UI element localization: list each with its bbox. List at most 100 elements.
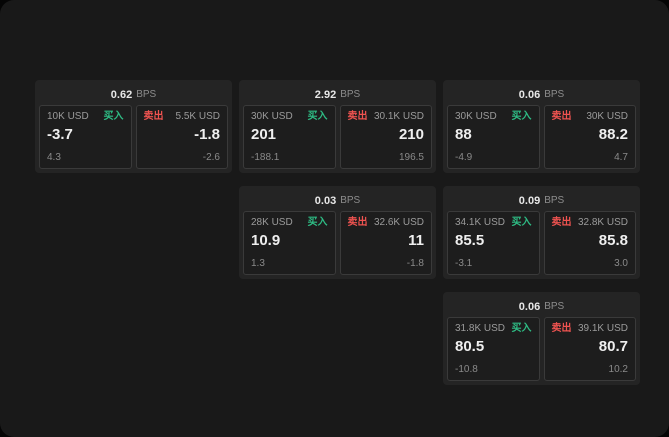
- buy-size-label: 30K USD: [251, 111, 293, 122]
- buy-size-label: 10K USD: [47, 111, 89, 122]
- buy-size-label: 28K USD: [251, 217, 293, 228]
- buy-price: 10.9: [251, 232, 281, 249]
- bps-unit: BPS: [544, 301, 565, 312]
- spread-card-grid: 0.62 BPS 10K USD 买入 -3.7 4.3 卖出 5.5K USD: [35, 80, 640, 385]
- sell-size-label: 32.8K USD: [577, 217, 628, 228]
- sell-tag: 卖出: [551, 217, 572, 228]
- spread-card: 0.62 BPS 10K USD 买入 -3.7 4.3 卖出 5.5K USD: [35, 80, 232, 173]
- sell-price: 88.2: [598, 126, 628, 143]
- buy-size-label: 31.8K USD: [455, 323, 506, 334]
- bps-value: 0.09: [518, 194, 541, 207]
- sell-size-label: 39.1K USD: [577, 323, 628, 334]
- buy-panel[interactable]: 28K USD 买入 10.9 1.3: [243, 211, 336, 275]
- sell-delta: -2.6: [202, 152, 220, 163]
- sell-panel-top: 卖出 39.1K USD: [552, 323, 629, 335]
- sell-panel-top: 卖出 30.1K USD: [348, 111, 425, 123]
- sell-panel-top: 卖出 30K USD: [552, 111, 629, 123]
- bps-header: 0.03 BPS: [243, 190, 432, 211]
- buy-size-label: 30K USD: [455, 111, 497, 122]
- sell-price: -1.8: [194, 126, 220, 143]
- sell-price: 80.7: [598, 338, 628, 355]
- buy-tag: 买入: [511, 217, 532, 228]
- sell-delta: 196.5: [398, 152, 424, 163]
- quote-panels: 30K USD 买入 201 -188.1 卖出 30.1K USD 210 1…: [243, 105, 432, 169]
- buy-delta: -4.9: [455, 152, 473, 163]
- bps-unit: BPS: [340, 89, 361, 100]
- buy-tag: 买入: [511, 323, 532, 334]
- buy-panel-top: 34.1K USD 买入: [455, 217, 532, 229]
- sell-price: 85.8: [598, 232, 628, 249]
- sell-delta: 10.2: [608, 364, 628, 375]
- sell-tag: 卖出: [551, 323, 572, 334]
- sell-tag: 卖出: [347, 111, 368, 122]
- buy-panel[interactable]: 31.8K USD 买入 80.5 -10.8: [447, 317, 540, 381]
- sell-price: 11: [408, 232, 424, 249]
- bps-value: 0.06: [518, 300, 541, 313]
- buy-tag: 买入: [103, 111, 124, 122]
- buy-delta: -10.8: [455, 364, 478, 375]
- sell-panel[interactable]: 卖出 32.6K USD 11 -1.8: [339, 211, 432, 275]
- sell-size-label: 30.1K USD: [373, 111, 424, 122]
- sell-size-label: 30K USD: [586, 111, 628, 122]
- buy-size-label: 34.1K USD: [455, 217, 506, 228]
- spread-card: 0.03 BPS 28K USD 买入 10.9 1.3 卖出 32.6K US…: [239, 186, 436, 279]
- buy-panel[interactable]: 34.1K USD 买入 85.5 -3.1: [447, 211, 540, 275]
- buy-panel-top: 30K USD 买入: [455, 111, 532, 123]
- bps-unit: BPS: [340, 195, 361, 206]
- spread-card: 2.92 BPS 30K USD 买入 201 -188.1 卖出 30.1K …: [239, 80, 436, 173]
- buy-panel[interactable]: 30K USD 买入 201 -188.1: [243, 105, 336, 169]
- buy-tag: 买入: [511, 111, 532, 122]
- quote-panels: 31.8K USD 买入 80.5 -10.8 卖出 39.1K USD 80.…: [447, 317, 636, 381]
- buy-tag: 买入: [307, 111, 328, 122]
- buy-delta: -3.1: [455, 258, 473, 269]
- bps-header: 0.09 BPS: [447, 190, 636, 211]
- buy-delta: 4.3: [47, 152, 61, 163]
- bps-header: 0.06 BPS: [447, 84, 636, 105]
- buy-delta: 1.3: [251, 258, 265, 269]
- sell-panel-top: 卖出 32.6K USD: [348, 217, 425, 229]
- spread-card: 0.06 BPS 30K USD 买入 88 -4.9 卖出 30K USD: [443, 80, 640, 173]
- buy-panel[interactable]: 10K USD 买入 -3.7 4.3: [39, 105, 132, 169]
- bps-header: 0.06 BPS: [447, 296, 636, 317]
- buy-price: -3.7: [47, 126, 73, 143]
- sell-tag: 卖出: [143, 111, 164, 122]
- sell-panel[interactable]: 卖出 39.1K USD 80.7 10.2: [543, 317, 636, 381]
- sell-panel[interactable]: 卖出 30K USD 88.2 4.7: [543, 105, 636, 169]
- sell-delta: 3.0: [614, 258, 628, 269]
- spread-card: 0.06 BPS 31.8K USD 买入 80.5 -10.8 卖出 39.1…: [443, 292, 640, 385]
- buy-panel-top: 30K USD 买入: [251, 111, 328, 123]
- sell-delta: 4.7: [614, 152, 628, 163]
- sell-panel-top: 卖出 5.5K USD: [144, 111, 221, 123]
- buy-price: 80.5: [455, 338, 485, 355]
- buy-delta: -188.1: [251, 152, 280, 163]
- sell-price: 210: [398, 126, 424, 143]
- quote-panels: 28K USD 买入 10.9 1.3 卖出 32.6K USD 11 -1.8: [243, 211, 432, 275]
- sell-panel[interactable]: 卖出 5.5K USD -1.8 -2.6: [135, 105, 228, 169]
- bps-value: 0.06: [518, 88, 541, 101]
- bps-header: 2.92 BPS: [243, 84, 432, 105]
- bps-value: 0.62: [110, 88, 133, 101]
- buy-price: 85.5: [455, 232, 485, 249]
- sell-tag: 卖出: [347, 217, 368, 228]
- bps-header: 0.62 BPS: [39, 84, 228, 105]
- bps-value: 0.03: [314, 194, 337, 207]
- sell-size-label: 32.6K USD: [373, 217, 424, 228]
- buy-panel-top: 10K USD 买入: [47, 111, 124, 123]
- spread-card: 0.09 BPS 34.1K USD 买入 85.5 -3.1 卖出 32.8K…: [443, 186, 640, 279]
- quote-panels: 34.1K USD 买入 85.5 -3.1 卖出 32.8K USD 85.8…: [447, 211, 636, 275]
- bps-unit: BPS: [544, 195, 565, 206]
- quote-panels: 30K USD 买入 88 -4.9 卖出 30K USD 88.2 4.7: [447, 105, 636, 169]
- bps-unit: BPS: [544, 89, 565, 100]
- sell-panel-top: 卖出 32.8K USD: [552, 217, 629, 229]
- sell-panel[interactable]: 卖出 30.1K USD 210 196.5: [339, 105, 432, 169]
- buy-panel-top: 31.8K USD 买入: [455, 323, 532, 335]
- quote-panels: 10K USD 买入 -3.7 4.3 卖出 5.5K USD -1.8 -2.…: [39, 105, 228, 169]
- buy-price: 88: [455, 126, 472, 143]
- buy-panel[interactable]: 30K USD 买入 88 -4.9: [447, 105, 540, 169]
- sell-delta: -1.8: [406, 258, 424, 269]
- bps-unit: BPS: [136, 89, 157, 100]
- sell-tag: 卖出: [551, 111, 572, 122]
- sell-panel[interactable]: 卖出 32.8K USD 85.8 3.0: [543, 211, 636, 275]
- buy-tag: 买入: [307, 217, 328, 228]
